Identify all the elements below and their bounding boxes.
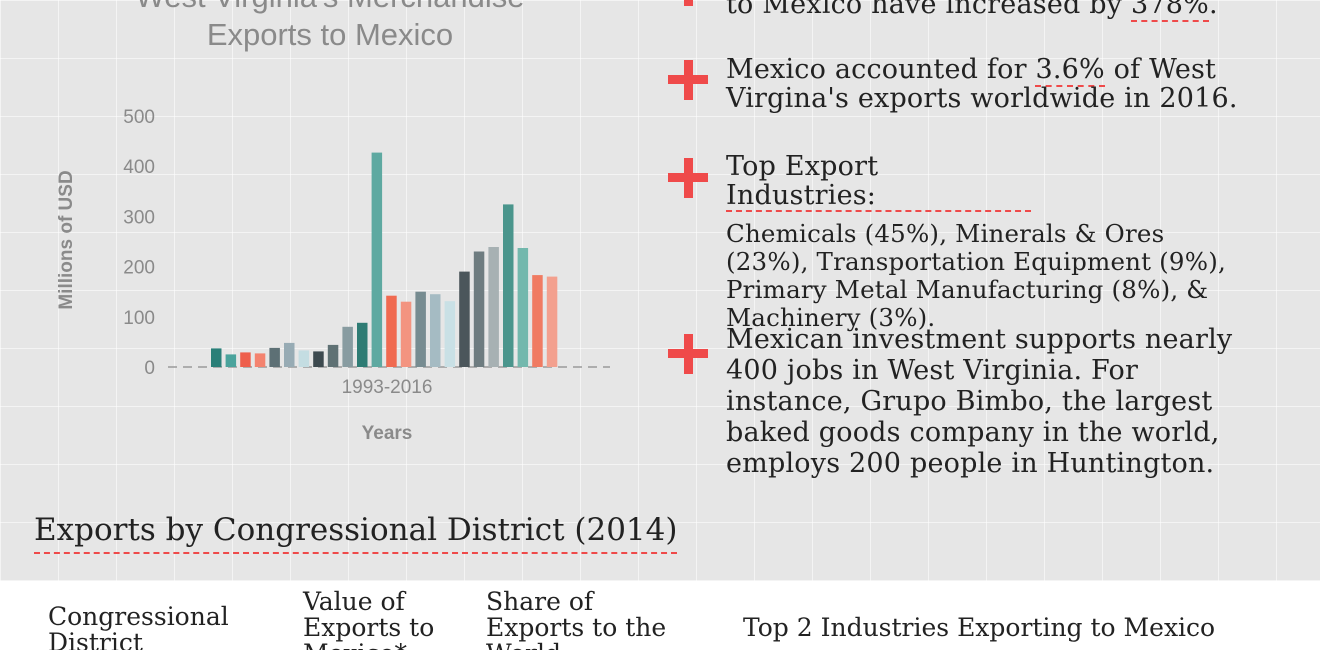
bar-2004: [371, 152, 383, 367]
fact-4-text: Mexican investment supports nearly 400 j…: [726, 324, 1233, 479]
fact-2-highlight: 3.6%: [1035, 54, 1105, 87]
y-tick-label: 400: [123, 157, 155, 178]
bar-2002: [342, 326, 353, 367]
fact-1-highlight: 378%: [1130, 0, 1209, 22]
fact-1-text: to Mexico have increased by: [726, 0, 1131, 20]
fact-3-body: Chemicals (45%), Minerals & Ores (23%), …: [726, 219, 1226, 332]
y-axis-ticks: 0 100 200 300 400 500: [123, 107, 155, 379]
bar-1993: [211, 348, 222, 367]
bar-2015: [532, 275, 543, 367]
bar-1996: [254, 353, 266, 367]
fact-1-end: .: [1208, 0, 1218, 20]
fact-3-heading: Top Export Industries:: [726, 152, 1031, 212]
chart-title-line-2: Exports to Mexico: [206, 17, 454, 52]
bar-2007: [415, 291, 426, 367]
bar-2014: [517, 248, 529, 367]
exports-bar-chart: 0 100 200 300 400 500 1993-2016 Years Million…: [56, 107, 610, 444]
x-range-label: 1993-2016: [342, 377, 433, 398]
chart-title-line-1: West Virginia's Merchandise: [80, 0, 580, 16]
plus-icon: [668, 0, 708, 6]
x-axis-label: Years: [362, 423, 413, 444]
column-header-industries: Top 2 Industries Exporting to Mexico: [743, 613, 1216, 642]
y-tick-label: 100: [123, 308, 155, 329]
bar-2009: [444, 301, 456, 367]
plus-icon: [668, 158, 708, 198]
section-title: Exports by Congressional District (2014): [34, 510, 678, 554]
bar-2001: [327, 344, 339, 367]
bar-1995: [240, 352, 251, 367]
y-tick-label: 300: [123, 207, 155, 228]
column-header-share: Share of Exports to the World: [486, 587, 667, 650]
column-header-value: Value of Exports to Mexico*: [303, 587, 435, 650]
district-table-header: Congressional District Value of Exports …: [0, 581, 1320, 650]
bar-2010: [459, 271, 470, 367]
bar-1999: [298, 350, 310, 367]
bar-1998: [284, 342, 295, 367]
plus-icon: [668, 60, 708, 100]
y-tick-label: 0: [144, 358, 155, 379]
bar-2005: [386, 295, 397, 367]
bar-2016: [546, 276, 558, 367]
bar-2006: [400, 301, 412, 367]
bar-2013: [503, 204, 514, 367]
column-header-district: Congressional District: [48, 602, 229, 650]
y-axis-label: Millions of USD: [56, 170, 77, 309]
bar-series: [211, 152, 558, 367]
y-tick-label: 500: [123, 107, 155, 128]
bar-1994: [225, 354, 237, 367]
bar-2012: [488, 247, 499, 367]
fact-2-end: of West Virgina's exports worldwide in 2…: [726, 54, 1238, 114]
fact-2-text: Mexico accounted for: [726, 54, 1036, 85]
bar-2003: [357, 322, 368, 367]
bar-2011: [473, 251, 485, 367]
bar-2000: [313, 351, 324, 367]
chart-title: West Virginia's Merchandise Exports to M…: [80, 0, 580, 54]
plus-icon: [668, 334, 708, 374]
y-tick-label: 200: [123, 258, 155, 279]
bar-2008: [430, 294, 441, 367]
bar-1997: [269, 347, 280, 367]
